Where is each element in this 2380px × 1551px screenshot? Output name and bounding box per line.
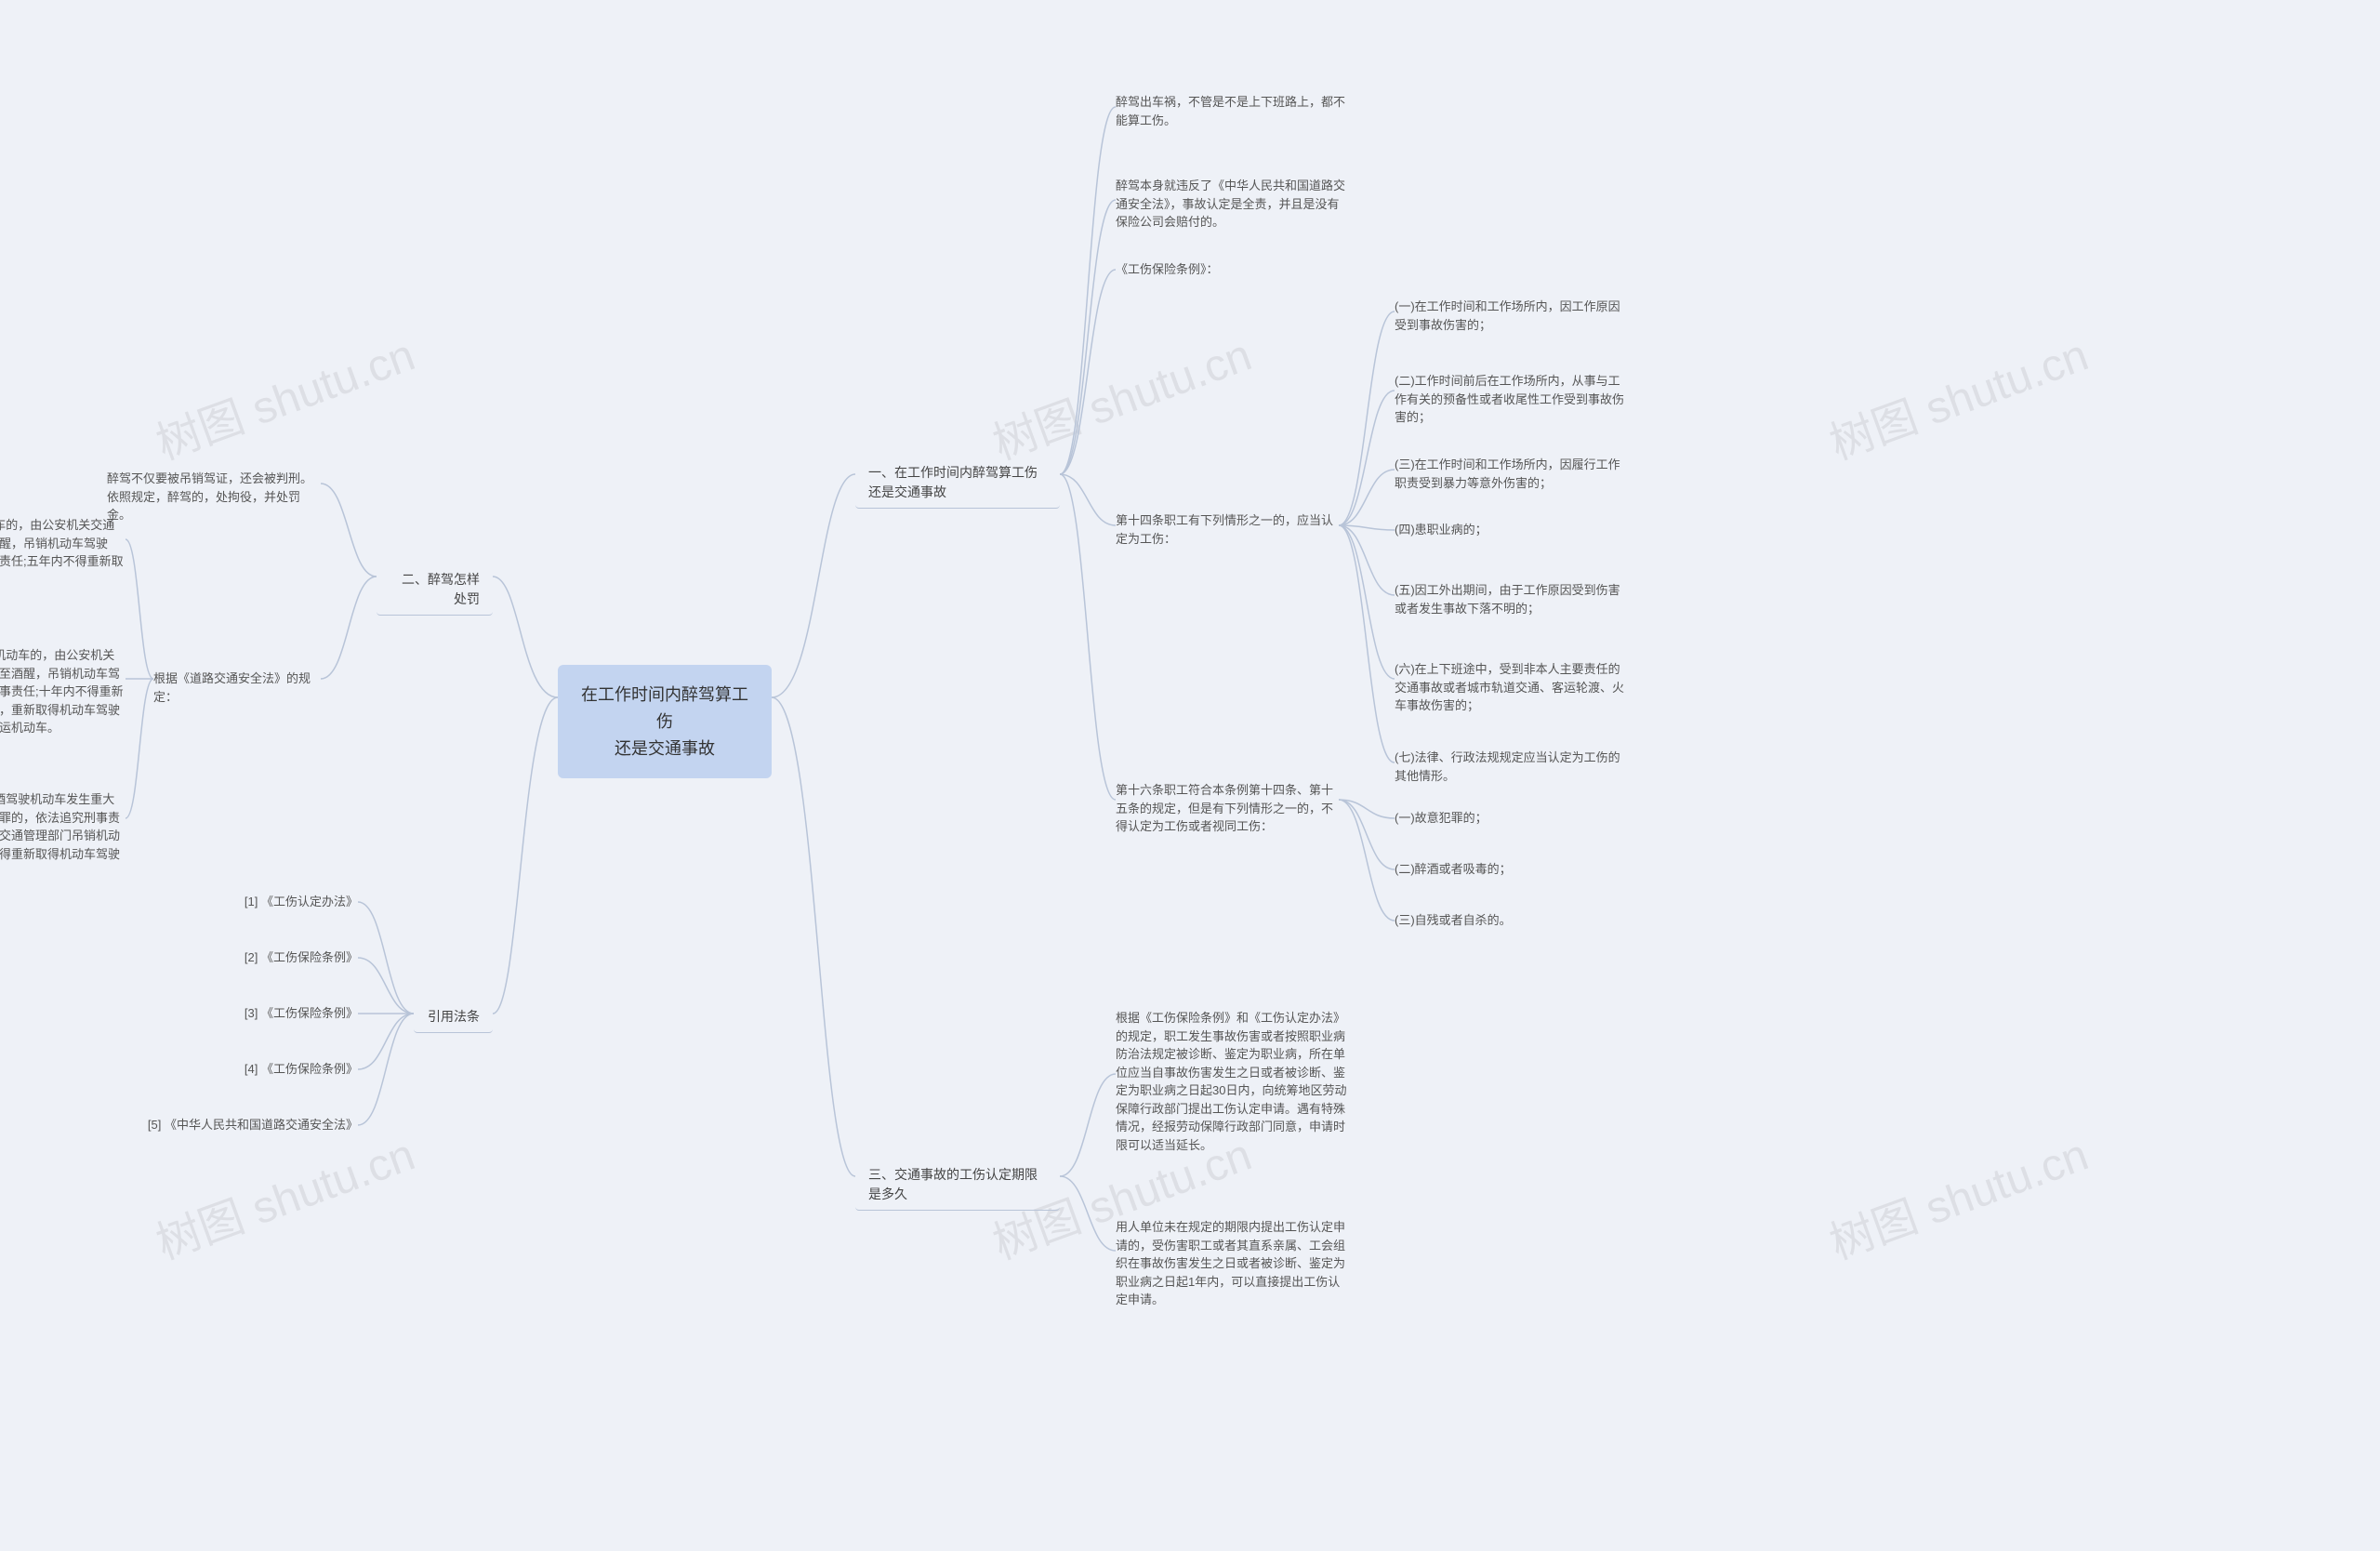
watermark: 树图 shutu.cn xyxy=(1819,318,2096,471)
b2-sub-title: 根据《道路交通安全法》的规定： xyxy=(153,669,321,706)
watermark: 树图 shutu.cn xyxy=(146,1118,422,1271)
root-label-1: 在工作时间内醉驾算工伤 xyxy=(581,685,748,731)
b2-leaf1: 醉驾不仅要被吊销驾证，还会被判刑。依照规定，醉驾的，处拘役，并处罚金。 xyxy=(107,470,321,524)
branch-3-title: 三、交通事故的工伤认定期限是多久 xyxy=(868,1167,1038,1201)
b1-sub16-item-1: (二)醉酒或者吸毒的； xyxy=(1395,860,1627,879)
b1-leaf-2: 《工伤保险条例》： xyxy=(1116,260,1348,279)
branch-1-title: 一、在工作时间内醉驾算工伤还是交通事故 xyxy=(868,465,1038,499)
b2-sub-item-0: 1、醉酒驾驶机动车的，由公安机关交通管理部门约束至酒醒，吊销机动车驾驶证，依法追… xyxy=(0,516,126,589)
ref-item-0: [1] 《工伤认定办法》 xyxy=(232,893,358,911)
connector-lines xyxy=(0,0,2380,1551)
b3-leaf-1: 用人单位未在规定的期限内提出工伤认定申请的，受伤害职工或者其直系亲属、工会组织在… xyxy=(1116,1218,1348,1309)
b1-sub14-item-3: (四)患职业病的； xyxy=(1395,521,1627,539)
branch-1[interactable]: 一、在工作时间内醉驾算工伤还是交通事故 xyxy=(855,456,1060,509)
branch-ref-title: 引用法条 xyxy=(428,1009,480,1024)
ref-item-1: [2] 《工伤保险条例》 xyxy=(232,948,358,967)
root-label-2: 还是交通事故 xyxy=(615,739,715,758)
ref-item-4: [5] 《中华人民共和国道路交通安全法》 xyxy=(144,1116,358,1134)
b2-sub-item-2: 3、饮酒后或者醉酒驾驶机动车发生重大交通事故，构成犯罪的，依法追究刑事责任，并由… xyxy=(0,790,126,882)
watermark: 树图 shutu.cn xyxy=(146,318,422,471)
b1-sub16: 第十六条职工符合本条例第十四条、第十五条的规定，但是有下列情形之一的，不得认定为… xyxy=(1116,781,1339,836)
watermark: 树图 shutu.cn xyxy=(983,318,1259,471)
b1-sub14-item-2: (三)在工作时间和工作场所内，因履行工作职责受到暴力等意外伤害的； xyxy=(1395,456,1627,492)
ref-item-2: [3] 《工伤保险条例》 xyxy=(232,1004,358,1023)
b1-sub14: 第十四条职工有下列情形之一的，应当认定为工伤： xyxy=(1116,511,1339,548)
ref-item-3: [4] 《工伤保险条例》 xyxy=(232,1060,358,1079)
branch-ref[interactable]: 引用法条 xyxy=(414,1000,493,1033)
branch-2-title: 二、醉驾怎样处罚 xyxy=(402,572,480,606)
b1-sub14-item-6: (七)法律、行政法规规定应当认定为工伤的其他情形。 xyxy=(1395,749,1627,785)
b1-sub14-item-1: (二)工作时间前后在工作场所内，从事与工作有关的预备性或者收尾性工作受到事故伤害… xyxy=(1395,372,1627,427)
b3-leaf-0: 根据《工伤保险条例》和《工伤认定办法》的规定，职工发生事故伤害或者按照职业病防治… xyxy=(1116,1009,1348,1154)
b1-sub16-item-0: (一)故意犯罪的； xyxy=(1395,809,1627,828)
b2-sub-item-1: 2、醉酒驾驶营运机动车的，由公安机关交通管理部门约束至酒醒，吊销机动车驾驶证，依… xyxy=(0,646,126,737)
b1-sub14-item-0: (一)在工作时间和工作场所内，因工作原因受到事故伤害的； xyxy=(1395,298,1627,334)
watermark: 树图 shutu.cn xyxy=(1819,1118,2096,1271)
b1-leaf-0: 醉驾出车祸，不管是不是上下班路上，都不能算工伤。 xyxy=(1116,93,1348,129)
branch-2[interactable]: 二、醉驾怎样处罚 xyxy=(377,563,493,616)
b1-sub16-item-2: (三)自残或者自杀的。 xyxy=(1395,911,1627,930)
root-node[interactable]: 在工作时间内醉驾算工伤 还是交通事故 xyxy=(558,665,772,778)
branch-3[interactable]: 三、交通事故的工伤认定期限是多久 xyxy=(855,1158,1060,1211)
b1-sub14-item-4: (五)因工外出期间，由于工作原因受到伤害或者发生事故下落不明的； xyxy=(1395,581,1627,617)
b1-sub14-item-5: (六)在上下班途中，受到非本人主要责任的交通事故或者城市轨道交通、客运轮渡、火车… xyxy=(1395,660,1627,715)
b1-leaf-1: 醉驾本身就违反了《中华人民共和国道路交通安全法》，事故认定是全责，并且是没有保险… xyxy=(1116,177,1348,232)
